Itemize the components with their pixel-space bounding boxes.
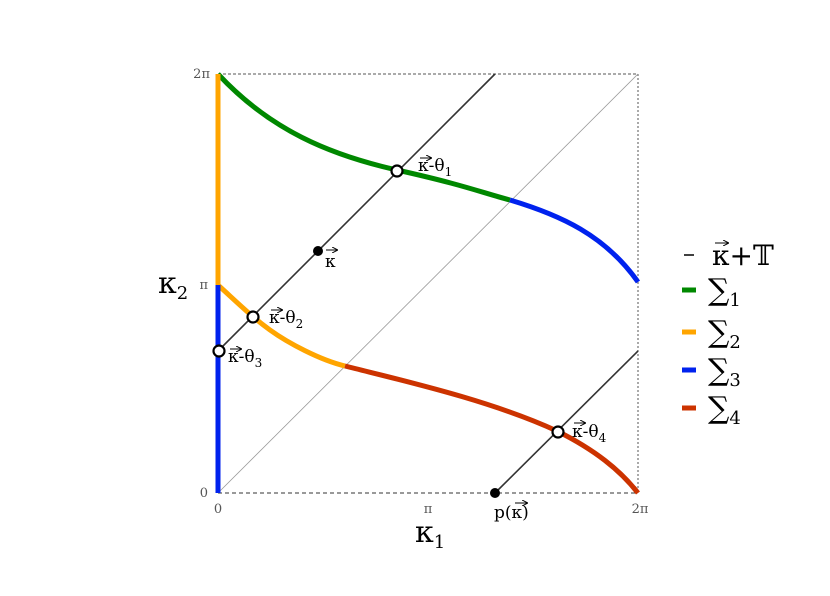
label-theta2: κ-θ2 xyxy=(269,308,303,331)
svg-text:κ-θ4: κ-θ4 xyxy=(572,422,607,445)
svg-text:κ-θ3: κ-θ3 xyxy=(228,347,262,370)
svg-text:∑2: ∑2 xyxy=(708,315,741,353)
label-kappa: κ xyxy=(325,250,337,272)
legend-sigma4: ∑4 xyxy=(682,391,741,429)
point-theta2 xyxy=(246,310,260,324)
legend-sigma1: ∑1 xyxy=(682,273,741,311)
flow-line-upper xyxy=(217,73,496,352)
point-projection xyxy=(490,488,500,498)
x-tick-0: 0 xyxy=(214,502,222,517)
svg-text:∑3: ∑3 xyxy=(708,353,741,391)
curve-sigma1 xyxy=(216,72,511,203)
y-tick-0: 0 xyxy=(200,486,208,501)
y-tick-2pi: 2π xyxy=(193,67,210,82)
svg-text:∑1: ∑1 xyxy=(708,273,741,311)
point-kappa xyxy=(313,246,323,256)
y-axis-label: κ2 xyxy=(158,266,188,304)
svg-text:∑4: ∑4 xyxy=(708,391,741,429)
x-tick-2pi: 2π xyxy=(632,502,649,517)
label-theta3: κ-θ3 xyxy=(228,347,262,370)
x-axis-label: κ1 xyxy=(415,515,445,553)
point-theta4 xyxy=(551,425,565,439)
legend: κ+𝕋 ∑1 ∑2 ∑3 ∑4 xyxy=(682,239,774,429)
point-theta1 xyxy=(390,164,404,178)
x-tick-pi: π xyxy=(424,502,433,517)
curve-sigma4 xyxy=(344,363,640,495)
y-tick-pi: π xyxy=(199,278,208,293)
svg-text:κ-θ1: κ-θ1 xyxy=(418,156,452,179)
svg-text:κ-θ2: κ-θ2 xyxy=(269,308,303,331)
svg-text:κ+𝕋: κ+𝕋 xyxy=(712,239,774,272)
svg-text:κ: κ xyxy=(325,252,336,272)
legend-sigma2: ∑2 xyxy=(682,315,741,353)
label-theta1: κ-θ1 xyxy=(418,156,452,179)
legend-sigma3: ∑3 xyxy=(682,353,741,391)
svg-text:p(κ): p(κ) xyxy=(494,503,529,523)
main-diagonal xyxy=(217,73,639,494)
curve-sigma3-upper xyxy=(509,197,641,284)
curve-sigma2 xyxy=(216,283,346,369)
legend-line-entry: κ+𝕋 xyxy=(684,239,774,272)
label-projection: p(κ) xyxy=(494,503,529,523)
label-theta4: κ-θ4 xyxy=(572,422,607,445)
flow-line-lower xyxy=(494,350,639,494)
point-theta3 xyxy=(212,344,226,358)
